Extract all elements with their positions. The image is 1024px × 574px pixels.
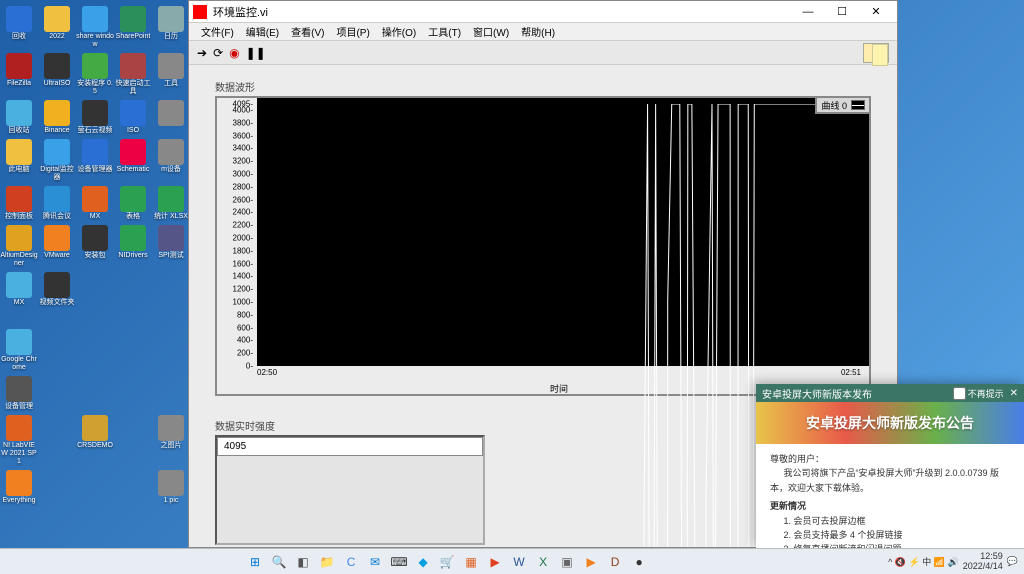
dont-show-checkbox[interactable]: 不再提示 [953, 387, 1004, 400]
desktop-icon[interactable]: Digital监控器 [38, 139, 76, 182]
notif-close-icon[interactable]: ✕ [1010, 388, 1018, 399]
taskbar-app[interactable]: ◧ [293, 552, 313, 572]
desktop-icon[interactable]: SPI测试 [152, 225, 190, 260]
maximize-button[interactable]: ☐ [825, 2, 859, 22]
taskbar-app[interactable]: D [605, 552, 625, 572]
app-icon [193, 5, 207, 19]
desktop-icon[interactable]: 之图片 [152, 415, 190, 450]
notif-banner: 安卓投屏大师新版发布公告 [756, 402, 1024, 444]
desktop-icon[interactable]: 1 pic [152, 470, 190, 505]
pause-button[interactable]: ❚❚ [246, 46, 266, 60]
desktop-icon[interactable]: 视频文件夹 [38, 272, 76, 307]
desktop-icon[interactable]: share window [76, 6, 114, 49]
taskbar-app[interactable]: 📁 [317, 552, 337, 572]
desktop-icon[interactable]: 设备管理 [0, 376, 38, 411]
desktop-icon[interactable]: 回收站 [0, 100, 38, 135]
desktop-icon[interactable]: 快速启动工具 [114, 53, 152, 96]
desktop-icon[interactable]: Google Chrome [0, 329, 38, 372]
desktop-icon[interactable]: SharePoint [114, 6, 152, 41]
notif-titlebar[interactable]: 安卓投屏大师新版本发布 不再提示 ✕ [756, 384, 1024, 402]
menu-item[interactable]: 工具(T) [422, 24, 467, 39]
notification-icon[interactable]: 💬 [1007, 556, 1018, 567]
legend-label: 曲线 0 [821, 99, 847, 112]
desktop-icon[interactable]: FileZilla [0, 53, 38, 88]
taskbar-app[interactable]: ▣ [557, 552, 577, 572]
taskbar-app[interactable]: W [509, 552, 529, 572]
chart-title: 数据波形 [215, 79, 871, 94]
window-title: 环境监控.vi [213, 4, 791, 20]
close-button[interactable]: ✕ [859, 2, 893, 22]
desktop-icon[interactable]: 2022 [38, 6, 76, 41]
taskbar-app[interactable]: ⌨ [389, 552, 409, 572]
labview-align-palette[interactable] [872, 44, 888, 66]
taskbar[interactable]: ⊞🔍◧📁C✉⌨◆🛒▦▶WX▣▶D● ^ 🔇 ⚡ 中 📶 🔊 12:59 2022… [0, 548, 1024, 574]
clock-date: 2022/4/14 [963, 562, 1003, 572]
run-cont-button[interactable]: ⟳ [213, 46, 223, 60]
desktop-icon[interactable]: 控制面板 [0, 186, 38, 221]
menu-item[interactable]: 窗口(W) [467, 24, 515, 39]
menu-item[interactable]: 帮助(H) [515, 24, 561, 39]
desktop-icon[interactable]: 日历 [152, 6, 190, 41]
notif-body: 尊敬的用户： 我公司将旗下产品“安卓投屏大师”升级到 2.0.0.0739 版本… [756, 444, 1024, 548]
desktop-icon[interactable]: UltraISO [38, 53, 76, 88]
chart-legend[interactable]: 曲线 0 [815, 96, 871, 114]
desktop-icon[interactable]: AltiumDesigner [0, 225, 38, 268]
taskbar-app[interactable]: ▦ [461, 552, 481, 572]
y-axis: 4095-4000-3800-3600-3400-3200-3000-2800-… [219, 104, 255, 366]
desktop-icon[interactable]: 回收 [0, 6, 38, 41]
desktop-icon[interactable]: m设备 [152, 139, 190, 174]
taskbar-app[interactable]: ▶ [485, 552, 505, 572]
desktop-icon[interactable]: 腾讯会议 [38, 186, 76, 221]
desktop-icon[interactable]: MX [76, 186, 114, 221]
titlebar[interactable]: 环境监控.vi — ☐ ✕ [189, 1, 897, 23]
menu-item[interactable]: 项目(P) [330, 24, 375, 39]
taskbar-app[interactable]: ✉ [365, 552, 385, 572]
desktop-icon[interactable]: 设备管理器 [76, 139, 114, 174]
desktop-icon[interactable]: 安装包 [76, 225, 114, 260]
taskbar-app[interactable]: ◆ [413, 552, 433, 572]
taskbar-app[interactable]: ▶ [581, 552, 601, 572]
taskbar-app[interactable]: C [341, 552, 361, 572]
desktop-icon[interactable] [152, 100, 190, 127]
desktop-icon[interactable]: 安装程序 0.5 [76, 53, 114, 96]
desktop-icon[interactable]: 此电脑 [0, 139, 38, 174]
menu-item[interactable]: 编辑(E) [240, 24, 285, 39]
system-tray[interactable]: ^ 🔇 ⚡ 中 📶 🔊 [888, 555, 959, 568]
toolbar: ➔ ⟳ ◉ ❚❚ ? [189, 41, 897, 65]
stop-button[interactable]: ◉ [229, 46, 239, 60]
taskbar-app[interactable]: X [533, 552, 553, 572]
notification-popup: 安卓投屏大师新版本发布 不再提示 ✕ 安卓投屏大师新版发布公告 尊敬的用户： 我… [756, 384, 1024, 548]
desktop-icon[interactable]: NIDrivers [114, 225, 152, 260]
menu-item[interactable]: 查看(V) [285, 24, 330, 39]
desktop-icon[interactable]: 统计 XLSX [152, 186, 190, 221]
notif-title: 安卓投屏大师新版本发布 [762, 386, 872, 401]
run-button[interactable]: ➔ [197, 46, 207, 60]
minimize-button[interactable]: — [791, 2, 825, 22]
desktop-icon[interactable]: VMware [38, 225, 76, 260]
desktop-icon[interactable]: NI LabVIEW 2021 SP1 [0, 415, 38, 466]
desktop-icon[interactable]: 工具 [152, 53, 190, 88]
waveform-chart[interactable]: 曲线 0 4095-4000-3800-3600-3400-3200-3000-… [215, 96, 871, 396]
desktop-icon[interactable]: MX [0, 272, 38, 307]
desktop-icon[interactable]: Everything [0, 470, 38, 505]
taskbar-app[interactable]: ● [629, 552, 649, 572]
desktop-icon[interactable]: CRSDEMO [76, 415, 114, 450]
desktop-icon[interactable]: Schematic [114, 139, 152, 174]
desktop-icon[interactable]: 萤石云视频 [76, 100, 114, 135]
desktop-icon[interactable]: Binance [38, 100, 76, 135]
legend-swatch [851, 100, 865, 110]
menu-item[interactable]: 文件(F) [195, 24, 240, 39]
menu-item[interactable]: 操作(O) [376, 24, 422, 39]
taskbar-app[interactable]: 🛒 [437, 552, 457, 572]
desktop-icon[interactable]: 表格 [114, 186, 152, 221]
taskbar-app[interactable]: 🔍 [269, 552, 289, 572]
taskbar-app[interactable]: ⊞ [245, 552, 265, 572]
desktop-icon[interactable]: ISO [114, 100, 152, 135]
menubar: 文件(F)编辑(E)查看(V)项目(P)操作(O)工具(T)窗口(W)帮助(H) [189, 23, 897, 41]
